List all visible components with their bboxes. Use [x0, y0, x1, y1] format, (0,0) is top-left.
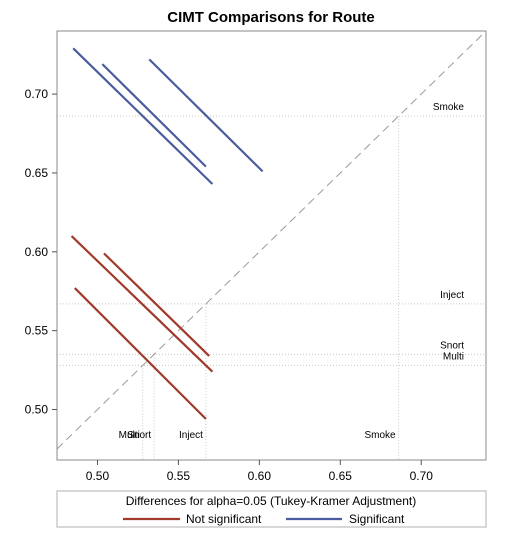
legend: Differences for alpha=0.05 (Tukey-Kramer…: [56, 490, 487, 528]
legend-title: Differences for alpha=0.05 (Tukey-Kramer…: [126, 494, 416, 508]
y-tick-label: 0.55: [25, 324, 49, 338]
legend-frame: [56, 490, 487, 528]
not-significant-segment-2: [70, 235, 214, 373]
not-significant-segment-1: [74, 287, 207, 420]
x-tick-label: 0.55: [167, 469, 191, 483]
plot-frame: [56, 30, 487, 461]
group-label-bottom-multi: Multi: [119, 430, 140, 441]
y-tick-label: 0.60: [25, 245, 49, 259]
not-significant-segment-3: [103, 252, 210, 357]
legend-items: Not significant Significant: [123, 512, 405, 526]
y-tick-label: 0.70: [25, 87, 49, 101]
y-axis: 0.50 0.55 0.60 0.65 0.70: [25, 87, 57, 417]
group-label-bottom-inject: Inject: [179, 430, 203, 441]
diagonal-line: [57, 31, 486, 450]
y-tick-label: 0.50: [25, 403, 49, 417]
x-tick-label: 0.50: [86, 469, 110, 483]
x-axis: 0.50 0.55 0.60 0.65 0.70: [86, 460, 433, 483]
plot-area: MultiMultiSnortSnortInjectInjectSmokeSmo…: [56, 30, 487, 461]
group-label-right-snort: Snort: [440, 340, 464, 351]
group-label-bottom-smoke: Smoke: [364, 430, 396, 441]
significant-segment-5: [101, 63, 207, 168]
group-label-bottom-snort: Snort: [127, 430, 151, 441]
x-tick-label: 0.70: [410, 469, 434, 483]
group-label-right-smoke: Smoke: [433, 102, 465, 113]
group-label-right-multi: Multi: [443, 351, 464, 362]
significant-segment-6: [148, 58, 264, 173]
legend-label-not-significant: Not significant: [186, 512, 262, 526]
significant-segment-4: [72, 47, 214, 185]
group-label-right-inject: Inject: [440, 290, 464, 301]
legend-label-significant: Significant: [349, 512, 405, 526]
chart-title: CIMT Comparisons for Route: [167, 9, 375, 26]
x-tick-label: 0.65: [329, 469, 353, 483]
plot-inner: [57, 31, 486, 460]
x-tick-label: 0.60: [248, 469, 272, 483]
y-tick-label: 0.65: [25, 166, 49, 180]
